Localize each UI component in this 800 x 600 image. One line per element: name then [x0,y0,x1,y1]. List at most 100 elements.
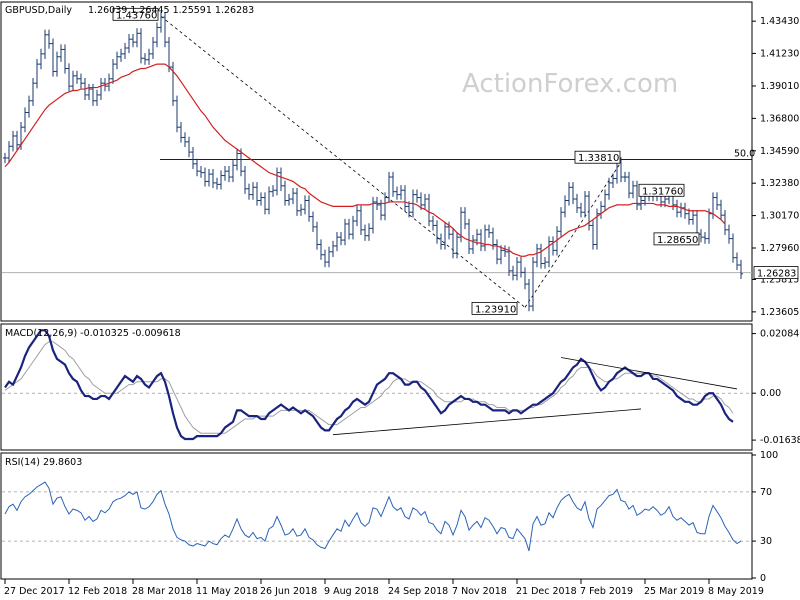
price-bar [335,232,339,252]
macd-title: MACD(12,26,9) -0.010325 -0.009618 [5,328,181,339]
price-bar [275,167,279,196]
price-bar [399,185,403,200]
price-bar [631,180,635,199]
x-tick-label: 12 Feb 2018 [68,586,127,597]
price-bar [343,218,347,246]
annotation-label: 1.33810 [578,153,619,164]
price-bar [395,186,399,200]
price-bar [507,246,511,277]
rsi-title: RSI(14) 29.8603 [5,457,82,468]
price-y-tick-label: 1.30170 [760,211,799,222]
price-annotation: 1.31760 [638,183,685,197]
price-bar [319,239,323,260]
price-bar [479,229,483,252]
rsi-panel-frame [0,452,753,580]
price-bar [547,236,551,268]
price-bar [219,170,223,190]
price-bar [563,195,567,218]
price-bar [47,29,51,49]
price-layer: 50.0 1.43760 1.23910 1.33810 1.31760 1.28650 [2,7,755,315]
price-bar [423,193,427,211]
price-bar [323,249,327,268]
price-bar [223,166,227,181]
rsi-y-tick-label: 30 [760,536,772,547]
price-bar [107,73,111,92]
price-bar [403,185,407,212]
price-bar [715,192,719,211]
price-bar [199,166,203,178]
price-bar [71,70,75,92]
price-bar [351,215,355,240]
price-bar [739,259,743,279]
price-bar [143,53,147,65]
annotation-box [471,301,518,315]
price-bar [299,204,303,216]
watermark: ActionForex.com [462,69,678,99]
price-bar [731,233,735,263]
price-bar [255,182,259,206]
price-bar [587,190,591,231]
price-bar [271,185,275,197]
price-bar [435,220,439,244]
price-bar [187,136,191,158]
price-bar [135,28,139,48]
price-bar [163,12,167,48]
price-annotation: 1.43760 [112,7,159,21]
price-bar [583,190,587,218]
price-bar [571,182,575,205]
price-bar [263,192,267,215]
price-bar [683,202,687,219]
price-bar [359,205,363,235]
current-price-tag [753,266,799,279]
price-bar [559,207,563,237]
price-bar [515,256,519,281]
price-bar [339,232,343,246]
price-bar [463,207,467,230]
price-bar [327,246,331,268]
price-bar [311,211,315,233]
macd-trendline [332,408,642,436]
price-bar [331,240,335,257]
price-bar [543,256,547,269]
price-bar [503,245,507,257]
annotation-label: 1.31760 [642,186,683,197]
price-bar [215,177,219,190]
price-bar [727,224,731,244]
price-bar [639,195,643,211]
price-bar [471,234,475,255]
price-bar [703,232,707,244]
price-y-tick-label: 1.34590 [760,146,799,157]
rsi-y-tick-label: 70 [760,487,772,498]
x-tick-label: 9 Aug 2018 [324,586,379,597]
annotation-label: 1.28650 [657,235,698,246]
price-bar [611,173,615,189]
price-bar [203,167,207,187]
price-bar [355,205,359,227]
price-bar [55,51,59,77]
price-annotation: 1.28650 [653,232,700,246]
price-y-tick-label: 1.36800 [760,113,799,124]
price-panel-frame [0,1,753,322]
price-bar [227,166,231,183]
price-bar [279,167,283,191]
price-bar [231,160,235,183]
price-bar [87,83,91,101]
price-bar [623,171,627,183]
trendline-up [524,161,622,308]
price-annotation: 1.33810 [574,150,621,164]
price-bar [451,229,455,259]
price-bar [123,42,127,59]
price-bar [315,221,319,250]
price-y-tick-label: 1.32380 [760,178,799,189]
price-bar [607,177,611,200]
price-bar [211,168,215,189]
rsi-layer [2,481,752,552]
price-bar [247,183,251,200]
price-bar [551,236,555,256]
price-bar [151,36,155,59]
price-bar [243,166,247,194]
price-bar [179,122,183,143]
macd-layer [2,329,752,441]
price-bar [67,63,71,92]
